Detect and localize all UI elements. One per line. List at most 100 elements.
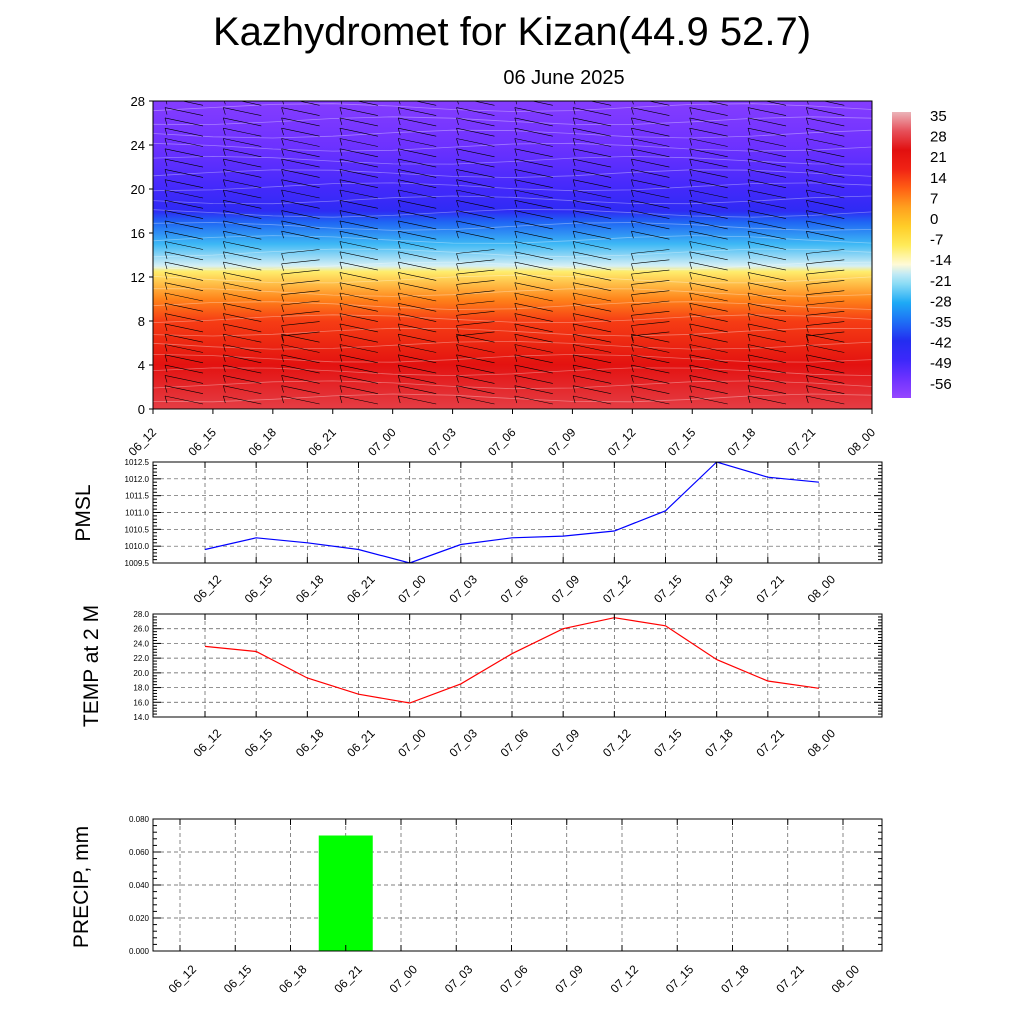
- wind-barb: [164, 303, 204, 312]
- chart-title: Kazhydromet for Kizan(44.9 52.7): [212, 10, 812, 54]
- wind-barb-feather: [572, 189, 576, 198]
- wind-barb-feather: [456, 210, 459, 218]
- y-tick-label: 1012.0: [125, 475, 150, 484]
- x-tick-label: 06_15: [242, 572, 276, 606]
- wind-barb-feather: [806, 344, 809, 352]
- y-tick-label: 0.000: [129, 947, 150, 956]
- wind-barb: [573, 127, 612, 137]
- wind-barb: [806, 375, 845, 384]
- wind-barb: [689, 169, 728, 178]
- wind-barb: [514, 189, 553, 199]
- wind-barb-feather: [165, 101, 168, 105]
- x-tick-label: 07_18: [718, 962, 752, 996]
- wind-barb: [689, 395, 728, 405]
- wind-barb: [631, 138, 670, 147]
- wind-barb: [573, 303, 612, 312]
- wind-barb: [806, 249, 845, 254]
- wind-barb: [806, 138, 845, 147]
- wind-barb-feather: [339, 107, 343, 115]
- chart-subtitle: 06 June 2025: [503, 67, 625, 89]
- x-tick-label: 07_06: [498, 726, 532, 760]
- wind-barb-feather: [631, 284, 634, 292]
- wind-barb-feather: [164, 375, 168, 383]
- wind-barb-feather: [164, 169, 168, 177]
- y-tick-label: 28: [131, 94, 145, 109]
- wind-barb: [398, 127, 437, 137]
- wind-barb-feather: [397, 375, 401, 383]
- wind-barb: [689, 148, 728, 158]
- wind-barb: [689, 333, 728, 343]
- wind-barb: [223, 107, 262, 116]
- wind-barb-feather: [573, 101, 576, 105]
- wind-barb: [514, 282, 553, 291]
- contour-line: [153, 261, 872, 271]
- wind-barb: [631, 395, 670, 405]
- wind-barb-feather: [806, 253, 809, 261]
- wind-barb: [514, 241, 553, 250]
- x-tick-label: 07_09: [549, 572, 583, 606]
- y-tick-label: 18.0: [133, 684, 149, 693]
- wind-barb: [573, 272, 612, 281]
- wind-barb-feather: [689, 365, 692, 373]
- wind-barb-feather: [223, 344, 226, 352]
- wind-barb: [514, 354, 553, 364]
- wind-barb-feather: [514, 210, 518, 218]
- wind-barb-feather: [164, 354, 168, 362]
- wind-barb-feather: [631, 179, 634, 187]
- wind-barb: [339, 179, 378, 188]
- wind-barb-feather: [397, 220, 401, 228]
- wind-barb: [806, 321, 845, 326]
- wind-barb: [806, 269, 845, 275]
- wind-barb-feather: [281, 138, 284, 146]
- wind-barb-feather: [397, 107, 401, 115]
- wind-barb-feather: [164, 128, 168, 136]
- wind-barb-feather: [689, 272, 692, 280]
- wind-barb: [514, 158, 553, 168]
- wind-barb-feather: [397, 189, 401, 198]
- wind-barb: [164, 200, 204, 209]
- wind-barb: [339, 313, 378, 322]
- wind-barb-feather: [397, 159, 401, 167]
- wind-barb: [164, 138, 204, 147]
- wind-barb-feather: [747, 272, 751, 280]
- wind-barb-feather: [806, 231, 809, 239]
- wind-barb: [456, 311, 495, 316]
- wind-barb-feather: [281, 159, 284, 167]
- wind-barb-feather: [281, 385, 284, 393]
- wind-barb: [747, 323, 787, 333]
- x-tick-label: 06_21: [331, 962, 365, 996]
- wind-barb: [747, 385, 787, 394]
- wind-barb: [573, 117, 612, 127]
- wind-barb: [164, 261, 204, 271]
- wind-barb-feather: [806, 325, 809, 333]
- wind-barb: [689, 323, 728, 333]
- wind-barb: [514, 364, 553, 374]
- wind-barb-feather: [223, 334, 226, 342]
- wind-barb-feather: [514, 241, 518, 249]
- colorbar-label: -35: [930, 314, 952, 331]
- contour-line: [153, 222, 872, 231]
- wind-barb: [456, 385, 495, 394]
- wind-barb-feather: [456, 117, 459, 125]
- wind-barb: [398, 148, 437, 158]
- wind-barb-feather: [632, 101, 634, 105]
- wind-barb-feather: [281, 263, 284, 271]
- wind-barb: [339, 272, 378, 281]
- wind-barb-feather: [572, 241, 576, 249]
- x-tick-label: 07_12: [600, 726, 634, 760]
- wind-barb: [398, 138, 437, 147]
- wind-barb: [806, 230, 845, 240]
- wind-barb-feather: [572, 262, 576, 270]
- wind-barb: [456, 290, 495, 295]
- wind-barb-feather: [164, 365, 168, 373]
- wind-barb-feather: [339, 138, 343, 146]
- wind-barb: [689, 107, 728, 116]
- wind-barb: [631, 311, 670, 316]
- wind-barb: [631, 364, 670, 374]
- wind-barb-feather: [689, 385, 692, 393]
- wind-barb-feather: [806, 117, 809, 125]
- wind-barb-feather: [747, 241, 751, 249]
- wind-barb-feather: [339, 117, 343, 125]
- wind-barb: [689, 251, 728, 261]
- wind-barb: [456, 220, 495, 230]
